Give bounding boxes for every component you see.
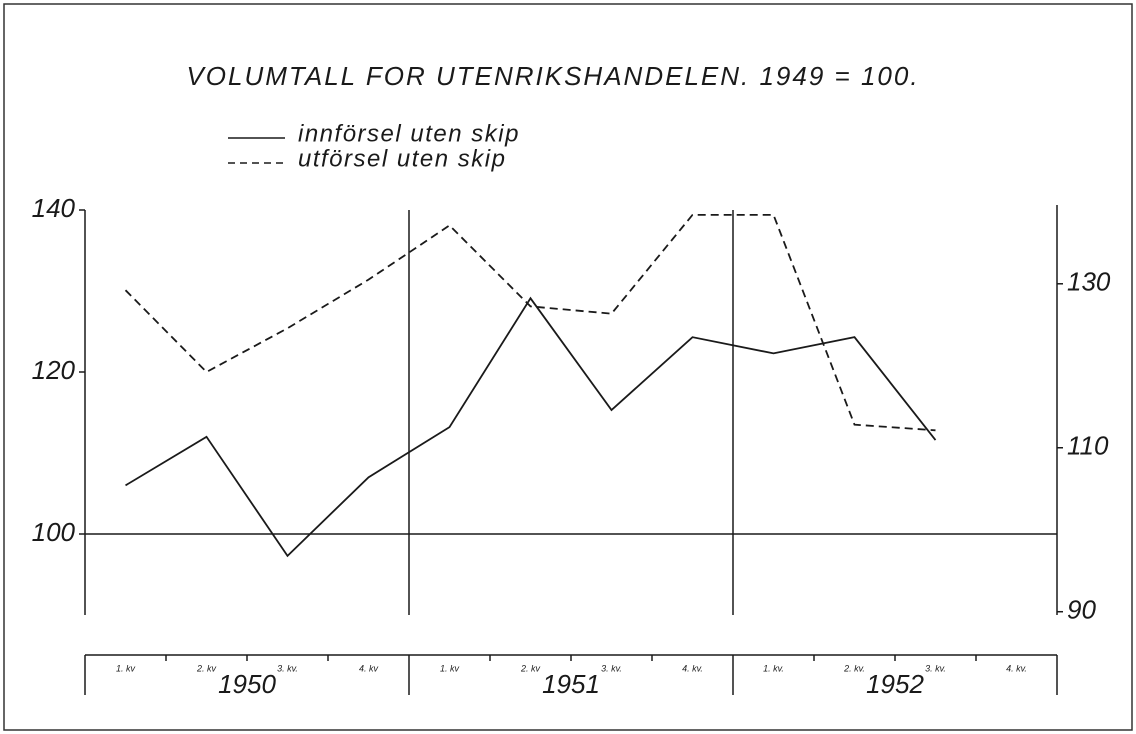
y2-tick-label: 110 [1067,431,1109,461]
x-tick-label: 4. kv. [682,663,703,673]
x-tick-label: 2. kv. [843,663,865,673]
data-line [125,296,937,558]
frame [3,3,1133,731]
x-tick-label: 3. kv. [601,663,622,673]
year-label: 1950 [218,669,276,699]
x-tick-label: 1. kv. [763,663,784,673]
x-tick-label: 4. kv [359,663,379,673]
x-tick-label: 2. kv [520,663,541,673]
y2-tick-label: 90 [1067,595,1096,625]
x-tick-label: 1. kv [116,663,136,673]
y-tick-label: 140 [32,193,76,223]
y-tick-label: 100 [32,517,76,547]
y-tick-label: 120 [32,355,76,385]
data-line [124,213,936,432]
legend-label: innförsel uten skip [298,120,520,147]
chart-title: VOLUMTALL FOR UTENRIKSHANDELEN. 1949 = 1… [186,61,919,91]
y2-tick-label: 130 [1067,267,1111,297]
x-tick-label: 3. kv. [277,663,298,673]
legend-label: utförsel uten skip [298,145,506,172]
year-label: 1951 [542,669,600,699]
year-label: 1952 [866,669,924,699]
x-tick-label: 2. kv [196,663,217,673]
x-tick-label: 3. kv. [925,663,946,673]
x-tick-label: 4. kv. [1006,663,1027,673]
x-tick-label: 1. kv [440,663,460,673]
